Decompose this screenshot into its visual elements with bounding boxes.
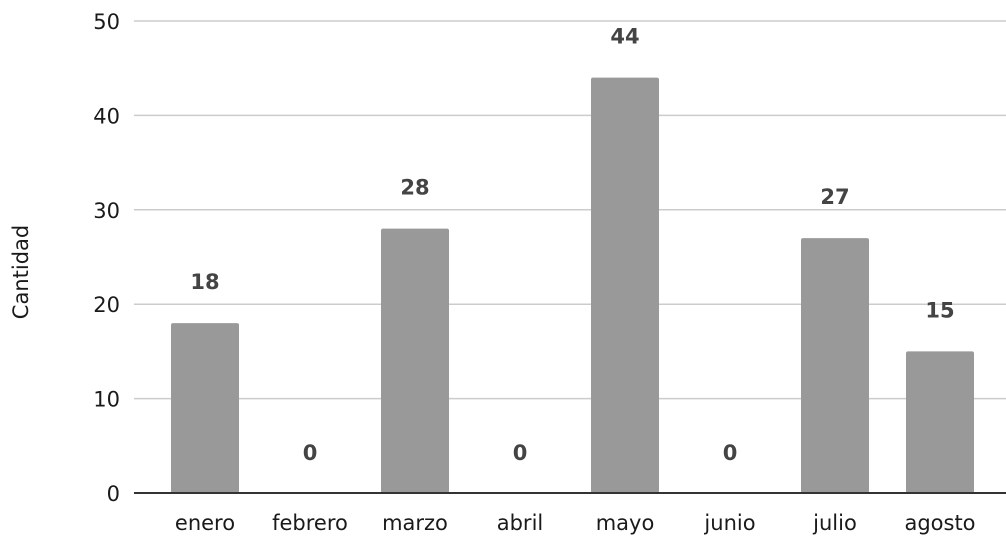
data-label: 44 [610,25,639,49]
x-tick-label: agosto [904,511,975,535]
x-tick-labels: enero febrero marzo abril mayo junio julio agos… [175,511,976,535]
bars [171,77,974,493]
data-label: 27 [820,185,849,209]
y-tick-label: 40 [93,104,120,128]
x-tick-label: julio [812,511,857,535]
x-tick-label: febrero [272,511,348,535]
x-tick-label: marzo [382,511,448,535]
x-tick-label: abril [497,511,544,535]
y-tick-label: 50 [93,10,120,34]
data-label: 0 [303,441,318,465]
y-tick-labels: 0 10 20 30 40 50 [93,10,120,506]
gridlines [134,20,1006,400]
bar [381,228,449,493]
data-labels: 18 0 28 0 44 0 27 15 [190,25,954,465]
bar [801,238,869,493]
data-label: 15 [925,298,954,322]
bar [171,323,239,493]
y-tick-label: 0 [107,482,120,506]
x-tick-label: enero [175,511,235,535]
data-label: 0 [723,441,738,465]
y-tick-label: 10 [93,388,120,412]
y-tick-label: 20 [93,293,120,317]
bar [591,77,659,493]
data-label: 28 [400,176,429,200]
y-axis-title: Cantidad [9,225,33,319]
y-tick-label: 30 [93,199,120,223]
data-label: 0 [513,441,528,465]
bar [906,351,974,493]
data-label: 18 [190,270,219,294]
x-tick-label: mayo [596,511,655,535]
x-tick-label: junio [703,511,755,535]
